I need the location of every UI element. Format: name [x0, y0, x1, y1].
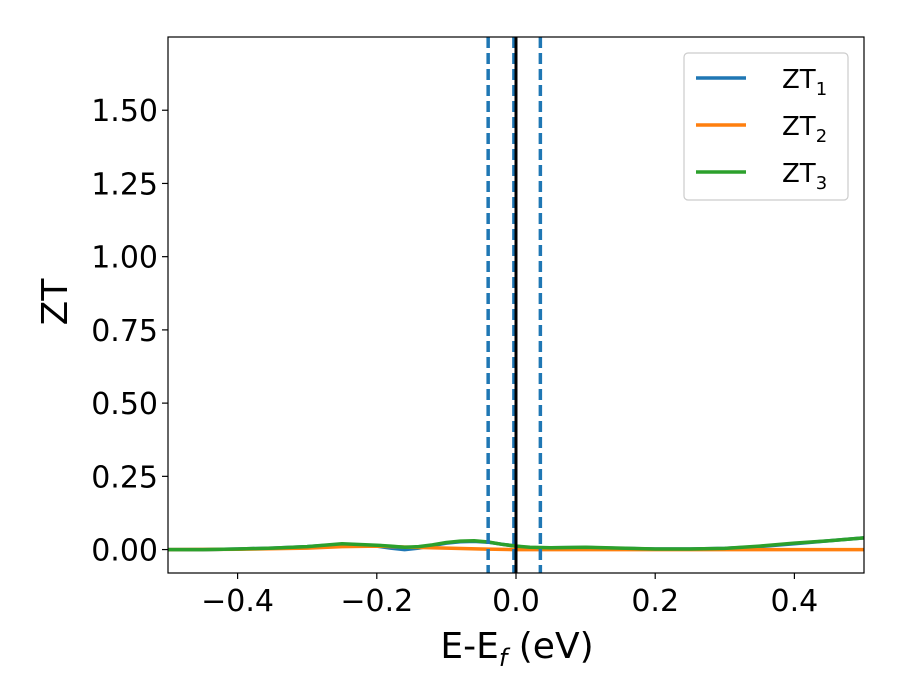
- x-tick-label: −0.4: [201, 584, 274, 619]
- x-axis-label: E-Ef (eV): [440, 626, 593, 672]
- legend-label-2: ZT2: [782, 112, 827, 147]
- y-axis: 0.00 0.25 0.50 0.75 1.00 1.25 1.50: [91, 94, 168, 569]
- y-tick-label: 1.25: [91, 167, 158, 202]
- series-line-3: [168, 536, 865, 552]
- x-tick-label: −0.2: [340, 584, 413, 619]
- legend-box: [683, 52, 849, 201]
- x-tick-label: 0.4: [771, 584, 819, 619]
- vertical-lines-layer: [486, 37, 543, 573]
- y-tick-label: 1.00: [91, 241, 158, 276]
- legend: ZT1 ZT2 ZT3: [683, 52, 849, 201]
- series-layer: [167, 536, 865, 552]
- legend-label-1: ZT1: [782, 65, 827, 100]
- y-tick-label: 0.75: [91, 314, 158, 349]
- y-tick-label: 0.00: [91, 534, 158, 569]
- x-tick-label: 0.0: [492, 584, 540, 619]
- x-tick-label: 0.2: [631, 584, 679, 619]
- y-tick-label: 1.50: [91, 94, 158, 129]
- x-axis: −0.4 −0.2 0.0 0.2 0.4: [201, 573, 818, 619]
- y-axis-label: ZT: [35, 278, 76, 326]
- legend-label-3: ZT3: [782, 159, 827, 194]
- y-tick-label: 0.25: [91, 460, 158, 495]
- y-tick-label: 0.50: [91, 387, 158, 422]
